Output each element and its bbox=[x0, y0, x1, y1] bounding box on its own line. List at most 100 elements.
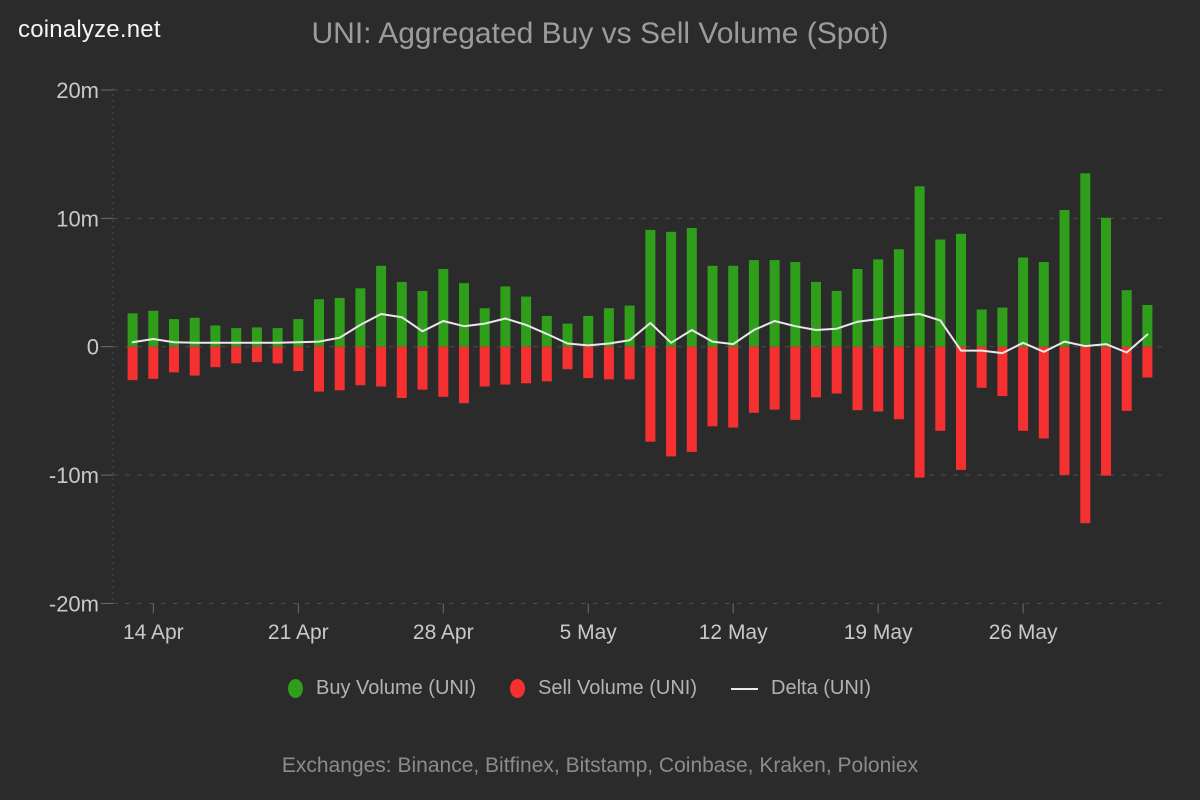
sell-bar[interactable] bbox=[873, 346, 884, 412]
buy-bar[interactable] bbox=[748, 260, 759, 347]
sell-bar[interactable] bbox=[479, 346, 490, 387]
buy-bar[interactable] bbox=[376, 265, 387, 347]
buy-bar[interactable] bbox=[231, 328, 242, 347]
sell-bar[interactable] bbox=[334, 346, 345, 391]
buy-bar[interactable] bbox=[1018, 257, 1029, 347]
buy-bar[interactable] bbox=[873, 259, 884, 347]
buy-bar[interactable] bbox=[127, 313, 138, 347]
buy-bar[interactable] bbox=[603, 308, 614, 347]
sell-bar[interactable] bbox=[231, 346, 242, 364]
sell-bar[interactable] bbox=[893, 346, 904, 420]
volume-chart[interactable]: 20m 10m 0 -10m -20m 14 Apr 21 Apr 28 Apr 5 May 12… bbox=[0, 0, 1200, 660]
buy-bar[interactable] bbox=[541, 315, 552, 347]
sell-bar[interactable] bbox=[707, 346, 718, 427]
delta-line[interactable] bbox=[131, 313, 1149, 355]
sell-bar[interactable] bbox=[417, 346, 428, 390]
sell-bar[interactable] bbox=[935, 346, 946, 431]
buy-bar[interactable] bbox=[976, 309, 987, 347]
buy-bar[interactable] bbox=[355, 288, 366, 347]
buy-bar[interactable] bbox=[396, 281, 407, 347]
sell-bar[interactable] bbox=[127, 346, 138, 381]
buy-bar[interactable] bbox=[583, 315, 594, 347]
sell-bar[interactable] bbox=[1142, 346, 1153, 378]
buy-bar[interactable] bbox=[148, 310, 159, 347]
legend-item-delta[interactable]: Delta (UNI) bbox=[731, 677, 871, 700]
sell-bar[interactable] bbox=[790, 346, 801, 420]
buy-bar[interactable] bbox=[831, 290, 842, 347]
sell-bar[interactable] bbox=[976, 346, 987, 388]
sell-bar[interactable] bbox=[189, 346, 200, 376]
buy-bar[interactable] bbox=[956, 233, 966, 347]
sell-bar[interactable] bbox=[210, 346, 221, 368]
sell-bar[interactable] bbox=[1059, 346, 1070, 476]
buy-bar[interactable] bbox=[686, 228, 697, 347]
sell-bar[interactable] bbox=[355, 346, 366, 386]
buy-bar[interactable] bbox=[666, 231, 677, 347]
sell-bar[interactable] bbox=[914, 346, 925, 478]
sell-bar[interactable] bbox=[272, 346, 283, 364]
sell-bar[interactable] bbox=[293, 346, 304, 372]
sell-bar[interactable] bbox=[396, 346, 407, 398]
buy-bar[interactable] bbox=[169, 319, 179, 347]
sell-bar[interactable] bbox=[624, 346, 635, 380]
buy-bar[interactable] bbox=[707, 265, 718, 347]
sell-bar[interactable] bbox=[541, 346, 552, 382]
sell-bar[interactable] bbox=[500, 346, 511, 385]
buy-bar[interactable] bbox=[645, 229, 656, 347]
buy-bar[interactable] bbox=[728, 265, 739, 347]
legend-item-buy[interactable]: Buy Volume (UNI) bbox=[288, 677, 476, 700]
sell-bar[interactable] bbox=[748, 346, 759, 413]
sell-bar[interactable] bbox=[251, 346, 262, 363]
sell-bar[interactable] bbox=[459, 346, 469, 404]
site-logo[interactable]: coinalyze.net bbox=[18, 16, 161, 43]
buy-bar[interactable] bbox=[293, 319, 304, 347]
buy-bar[interactable] bbox=[1121, 290, 1132, 347]
buy-bar[interactable] bbox=[1038, 262, 1049, 347]
buy-bar[interactable] bbox=[624, 305, 635, 347]
buy-bar[interactable] bbox=[521, 296, 532, 347]
buy-bar[interactable] bbox=[1101, 217, 1111, 347]
buy-bar[interactable] bbox=[314, 299, 324, 347]
buy-bar[interactable] bbox=[1059, 210, 1070, 347]
buy-bar[interactable] bbox=[459, 283, 469, 347]
sell-bar[interactable] bbox=[1080, 346, 1091, 524]
sell-bar[interactable] bbox=[1038, 346, 1049, 439]
buy-bar[interactable] bbox=[893, 249, 904, 347]
sell-bar[interactable] bbox=[314, 346, 324, 392]
sell-bar[interactable] bbox=[376, 346, 387, 387]
sell-bar[interactable] bbox=[583, 346, 594, 379]
buy-bar[interactable] bbox=[251, 327, 262, 347]
legend-item-sell[interactable]: Sell Volume (UNI) bbox=[510, 677, 697, 700]
buy-bar[interactable] bbox=[479, 308, 490, 347]
sell-bar[interactable] bbox=[852, 346, 863, 411]
buy-bar[interactable] bbox=[210, 325, 221, 347]
sell-bar[interactable] bbox=[1121, 346, 1132, 411]
sell-bar[interactable] bbox=[521, 346, 532, 384]
buy-bar[interactable] bbox=[272, 328, 283, 347]
buy-bar[interactable] bbox=[811, 281, 821, 347]
buy-bar[interactable] bbox=[852, 269, 863, 347]
sell-bar[interactable] bbox=[728, 346, 739, 428]
buy-bar[interactable] bbox=[562, 323, 573, 347]
buy-bar[interactable] bbox=[790, 262, 801, 347]
sell-bar[interactable] bbox=[997, 346, 1008, 397]
buy-bar[interactable] bbox=[1080, 173, 1091, 347]
sell-bar[interactable] bbox=[438, 346, 449, 397]
buy-bar[interactable] bbox=[417, 290, 428, 347]
buy-bar[interactable] bbox=[914, 186, 925, 347]
sell-bar[interactable] bbox=[811, 346, 821, 398]
sell-bar[interactable] bbox=[645, 346, 656, 442]
buy-bar[interactable] bbox=[189, 317, 200, 347]
buy-bar[interactable] bbox=[1142, 305, 1153, 347]
buy-bar[interactable] bbox=[769, 260, 780, 347]
buy-bar[interactable] bbox=[997, 307, 1008, 347]
sell-bar[interactable] bbox=[831, 346, 842, 394]
sell-bar[interactable] bbox=[603, 346, 614, 380]
sell-bar[interactable] bbox=[148, 346, 159, 379]
sell-bar[interactable] bbox=[769, 346, 780, 410]
sell-bar[interactable] bbox=[956, 346, 966, 470]
buy-bar[interactable] bbox=[500, 286, 511, 347]
buy-bar[interactable] bbox=[438, 269, 449, 347]
sell-bar[interactable] bbox=[1101, 346, 1111, 476]
sell-bar[interactable] bbox=[1018, 346, 1029, 431]
